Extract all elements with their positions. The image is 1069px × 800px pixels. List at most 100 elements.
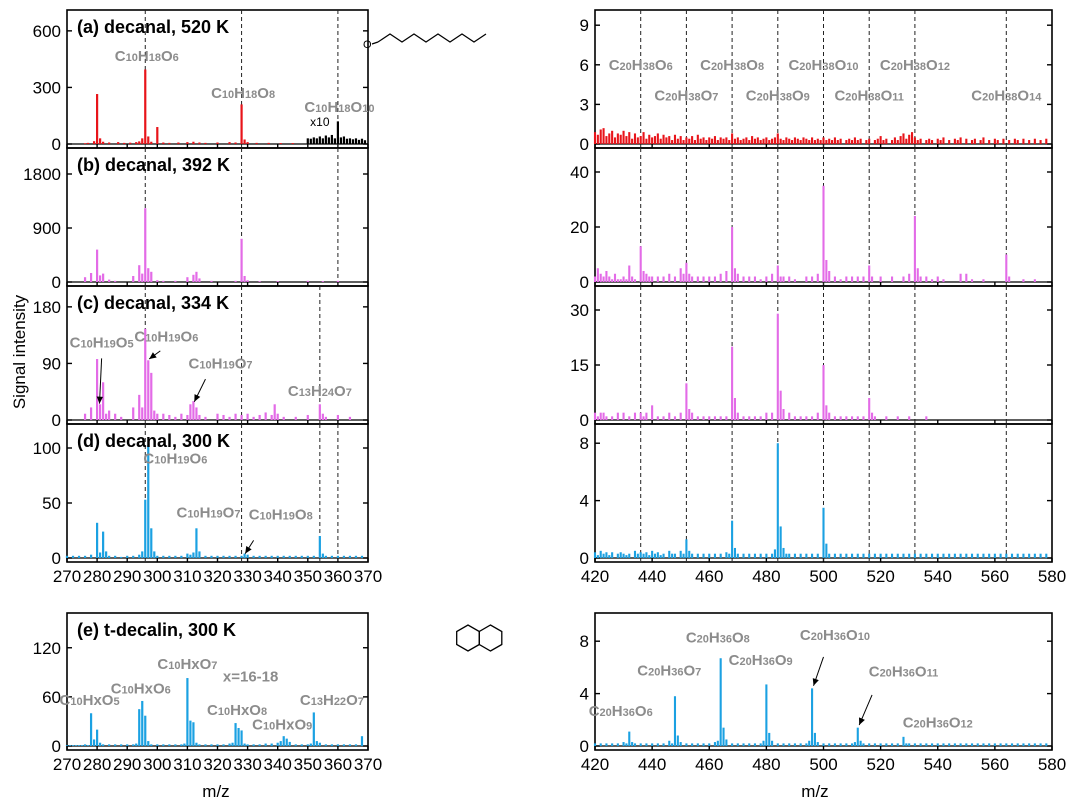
spectrum-bar <box>868 743 871 746</box>
spectrum-bar <box>180 413 183 420</box>
spectrum-bar <box>811 416 814 420</box>
x-tick-label: 270 <box>53 567 81 586</box>
spectrum-bar <box>656 276 659 282</box>
spectrum-bar <box>99 275 102 282</box>
spectrum-bar <box>762 138 765 144</box>
spectrum-bar <box>913 216 916 282</box>
spectrum-bar <box>596 134 599 144</box>
spectrum-bar <box>731 133 734 144</box>
spectrum-bar <box>141 138 144 144</box>
spectrum-bar <box>845 276 848 282</box>
spectrum-bar <box>1016 140 1019 144</box>
spectrum-bar <box>105 551 108 558</box>
spectrum-bar <box>776 313 779 420</box>
spectrum-bar <box>896 140 899 144</box>
x-tick-label: 350 <box>294 567 322 586</box>
spectrum-bar <box>908 273 911 282</box>
spectrum-bar <box>733 398 737 420</box>
x-tick-label: 350 <box>294 755 322 774</box>
spectrum-bar <box>822 365 825 420</box>
spectrum-bar <box>639 246 642 282</box>
spectrum-bar <box>765 137 768 144</box>
spectrum-bar <box>231 742 234 746</box>
spectrum-bar <box>102 141 105 144</box>
spectrum-bar <box>237 727 240 746</box>
spectrum-bar <box>982 279 985 282</box>
spectrum-bar <box>222 744 225 746</box>
spectrum-bar <box>679 412 682 420</box>
spectrum-bar <box>879 276 882 282</box>
spectrum-bar <box>759 553 762 558</box>
spectrum-bar <box>156 280 159 282</box>
spectrum-bar <box>222 414 225 420</box>
spectrum-bar <box>156 127 159 144</box>
spectrum-bar <box>348 416 352 420</box>
spectrum-bar <box>679 742 682 746</box>
x-tick-label: 300 <box>143 567 171 586</box>
spectrum-bar <box>662 134 665 144</box>
spectrum-bar <box>782 276 785 282</box>
spectrum-bar <box>816 742 819 746</box>
spectrum-bar <box>628 265 631 282</box>
x-tick-label: 420 <box>581 755 609 774</box>
y-tick-label: 0 <box>580 135 589 154</box>
spectrum-bar <box>234 280 237 282</box>
spectrum-bar <box>102 744 105 746</box>
spectrum-bar <box>731 227 734 282</box>
spectrum-bar <box>276 742 279 746</box>
spectrum-bar <box>679 268 682 282</box>
spectrum-bar <box>902 553 905 558</box>
spectrum-bar <box>189 554 192 558</box>
x-tick-label: 310 <box>173 567 201 586</box>
y-tick-label: 8 <box>580 632 589 651</box>
spectrum-bar <box>779 276 782 282</box>
spectrum-bar <box>348 744 352 746</box>
spectrum-bar <box>192 722 195 746</box>
spectrum-bar <box>788 412 791 420</box>
spectrum-bar <box>96 359 99 420</box>
spectrum-bar <box>141 273 144 282</box>
spectrum-bar <box>192 141 195 144</box>
scaled-bar <box>354 138 358 144</box>
spectrum-bar <box>1002 138 1005 144</box>
spectrum-bar <box>762 740 765 746</box>
spectrum-bar <box>150 744 153 746</box>
spectrum-bar <box>83 277 87 282</box>
spectrum-bar <box>628 416 631 420</box>
spectrum-bar <box>613 137 617 144</box>
spectrum-bar <box>828 412 831 420</box>
spectrum-bar <box>970 743 974 746</box>
spectrum-bar <box>853 137 856 144</box>
spectrum-bar <box>665 137 668 144</box>
spectrum-bar <box>342 555 346 558</box>
spectrum-bar <box>602 412 605 420</box>
spectrum-bar <box>108 410 111 420</box>
spectrum-bar <box>608 133 611 144</box>
spectrum-bar <box>150 528 153 558</box>
spectrum-bar <box>891 743 894 746</box>
spectrum-bar <box>748 743 751 746</box>
peak-label: C10H19O5 <box>70 335 134 352</box>
spectrum-bar <box>645 743 648 746</box>
spectrum-bar <box>625 279 628 282</box>
y-tick-label: 1800 <box>23 165 61 184</box>
spectrum-bar <box>633 412 637 420</box>
x-tick-label: 520 <box>866 755 894 774</box>
spectrum-bar <box>1005 254 1008 282</box>
spectrum-bar <box>725 552 728 558</box>
spectrum-bar <box>651 276 654 282</box>
spectrum-bar <box>668 550 671 558</box>
spectrum-bar <box>662 553 665 558</box>
spectrum-bar <box>659 138 662 144</box>
spectrum-bar <box>811 276 814 282</box>
spectrum-bar <box>228 416 231 420</box>
spectrum-bar <box>318 742 321 746</box>
spectrum-bar <box>264 743 267 746</box>
spectrum-bar <box>153 410 156 420</box>
spectrum-bar <box>713 276 717 282</box>
spectrum-bar <box>708 276 711 282</box>
spectrum-bar <box>596 555 599 558</box>
spectrum-bar <box>114 555 117 558</box>
x-tick-label: 290 <box>113 567 141 586</box>
spectrum-bar <box>628 731 631 746</box>
